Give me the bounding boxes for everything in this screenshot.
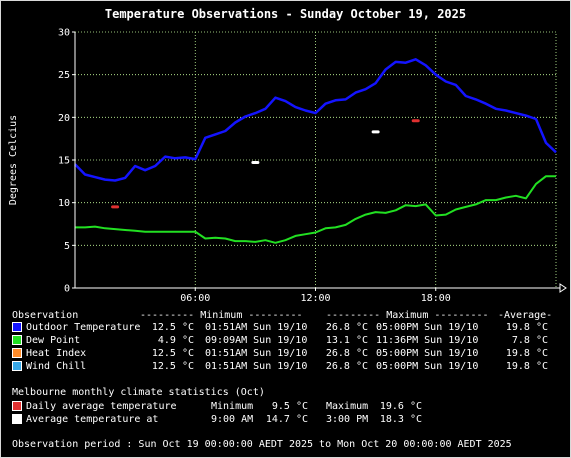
climate-daily-min-label: Minimum (211, 401, 254, 412)
y-tick-label: 0 (64, 284, 70, 295)
legend-header-maximum: --------- Maximum --------- (326, 310, 489, 321)
y-tick-label: 15 (58, 156, 70, 167)
marker-average-temperature-at (371, 130, 380, 134)
legend-avg-wind: 19.8 °C (505, 361, 548, 372)
series-line-outdoor-temperature (74, 58, 557, 182)
chart-title: Temperature Observations - Sunday Octobe… (104, 7, 467, 21)
legend-max-dew: 13.1 °C (325, 335, 368, 346)
climate-daily-avg-swatch (12, 401, 22, 411)
legend-avg-dew: 7.8 °C (511, 335, 548, 346)
legend-min-time-outdoor: 01:51AM Sun 19/10 (205, 322, 308, 333)
legend-min-wind: 12.5 °C (151, 361, 194, 372)
legend-min-time-heat: 01:51AM Sun 19/10 (205, 348, 308, 359)
temperature-chart: 0 5 10 15 20 25 30 06:00 12:00 18:00 Degrees Celc… (8, 28, 567, 304)
x-axis-arrow-icon (559, 283, 567, 293)
climate-header: Melbourne monthly climate statistics (Oc… (12, 387, 265, 398)
series-line-dew-point (75, 175, 556, 244)
climate-avg-at-label: Average temperature at (26, 414, 159, 425)
y-tick-label: 5 (64, 241, 70, 252)
legend-swatch-dew (12, 335, 22, 345)
chart-marks (74, 58, 557, 244)
marker-daily-average-temperature (411, 119, 420, 123)
legend-label-outdoor: Outdoor Temperature (26, 322, 141, 333)
legend-avg-outdoor: 19.8 °C (505, 322, 548, 333)
climate-avg-at-time2: 3:00 PM (326, 414, 369, 425)
legend-header-observation: Observation (12, 310, 79, 321)
legend-swatch-outdoor (12, 322, 22, 332)
marker-average-temperature-at (251, 161, 260, 165)
climate-daily-min-value: 9.5 °C (271, 401, 308, 412)
plot-border (74, 31, 557, 289)
climate-avg-at-value2: 18.3 °C (379, 414, 422, 425)
legend-max-time-heat: 05:00PM Sun 19/10 (376, 348, 479, 359)
y-tick-label: 10 (58, 198, 70, 209)
legend-max-heat: 26.8 °C (325, 348, 368, 359)
legend-header-average: -Average- (498, 310, 553, 321)
legend-max-time-wind: 05:00PM Sun 19/10 (376, 361, 479, 372)
x-tick-label: 18:00 (421, 293, 451, 304)
climate-avg-at-value1: 14.7 °C (265, 414, 308, 425)
y-tick-label: 25 (58, 70, 70, 81)
climate-avg-at-time1: 9:00 AM (211, 414, 254, 425)
climate-daily-max-label: Maximum (326, 401, 369, 412)
x-tick-label: 06:00 (180, 293, 210, 304)
y-axis-label: Degrees Celcius (8, 115, 19, 205)
legend-min-dew: 4.9 °C (157, 335, 194, 346)
climate-daily-max-value: 19.6 °C (379, 401, 422, 412)
legend-header-minimum: --------- Minimum --------- (140, 310, 303, 321)
climate-avg-at-swatch (12, 414, 22, 424)
legend-label-dew: Dew Point (26, 335, 81, 346)
axis-ticks: 0 5 10 15 20 25 30 06:00 12:00 18:00 (58, 28, 560, 304)
legend-min-time-wind: 01:51AM Sun 19/10 (205, 361, 308, 372)
y-tick-label: 30 (58, 28, 70, 39)
climate-daily-avg-label: Daily average temperature (26, 401, 177, 412)
y-tick-label: 20 (58, 113, 70, 124)
observation-period: Observation period : Sun Oct 19 00:00:00… (12, 439, 512, 450)
legend-max-outdoor: 26.8 °C (325, 322, 368, 333)
legend-label-wind: Wind Chill (26, 361, 87, 372)
legend-min-heat: 12.5 °C (151, 348, 194, 359)
legend-max-wind: 26.8 °C (325, 361, 368, 372)
marker-daily-average-temperature (111, 205, 120, 209)
legend-max-time-outdoor: 05:00PM Sun 19/10 (376, 322, 479, 333)
legend-max-time-dew: 11:36PM Sun 19/10 (376, 335, 479, 346)
x-tick-label: 12:00 (300, 293, 330, 304)
legend-swatch-heat (12, 348, 22, 358)
legend-swatch-wind (12, 361, 22, 371)
legend-min-time-dew: 09:09AM Sun 19/10 (205, 335, 308, 346)
legend-label-heat: Heat Index (26, 348, 87, 359)
grid-lines (74, 31, 557, 289)
legend-avg-heat: 19.8 °C (505, 348, 548, 359)
legend-min-outdoor: 12.5 °C (151, 322, 194, 333)
